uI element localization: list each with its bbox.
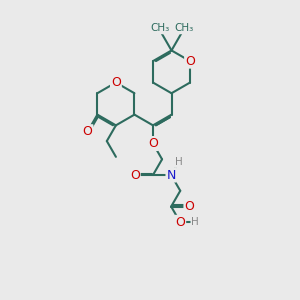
Text: CH₃: CH₃ <box>174 23 193 33</box>
Text: O: O <box>130 169 140 182</box>
Text: O: O <box>175 216 185 229</box>
Text: O: O <box>148 137 158 150</box>
Text: CH₃: CH₃ <box>151 23 170 33</box>
Text: O: O <box>82 125 92 138</box>
Text: O: O <box>111 76 121 89</box>
Text: H: H <box>191 217 199 227</box>
Text: O: O <box>184 200 194 213</box>
Text: O: O <box>185 55 195 68</box>
Text: N: N <box>167 169 176 182</box>
Text: H: H <box>175 157 182 167</box>
